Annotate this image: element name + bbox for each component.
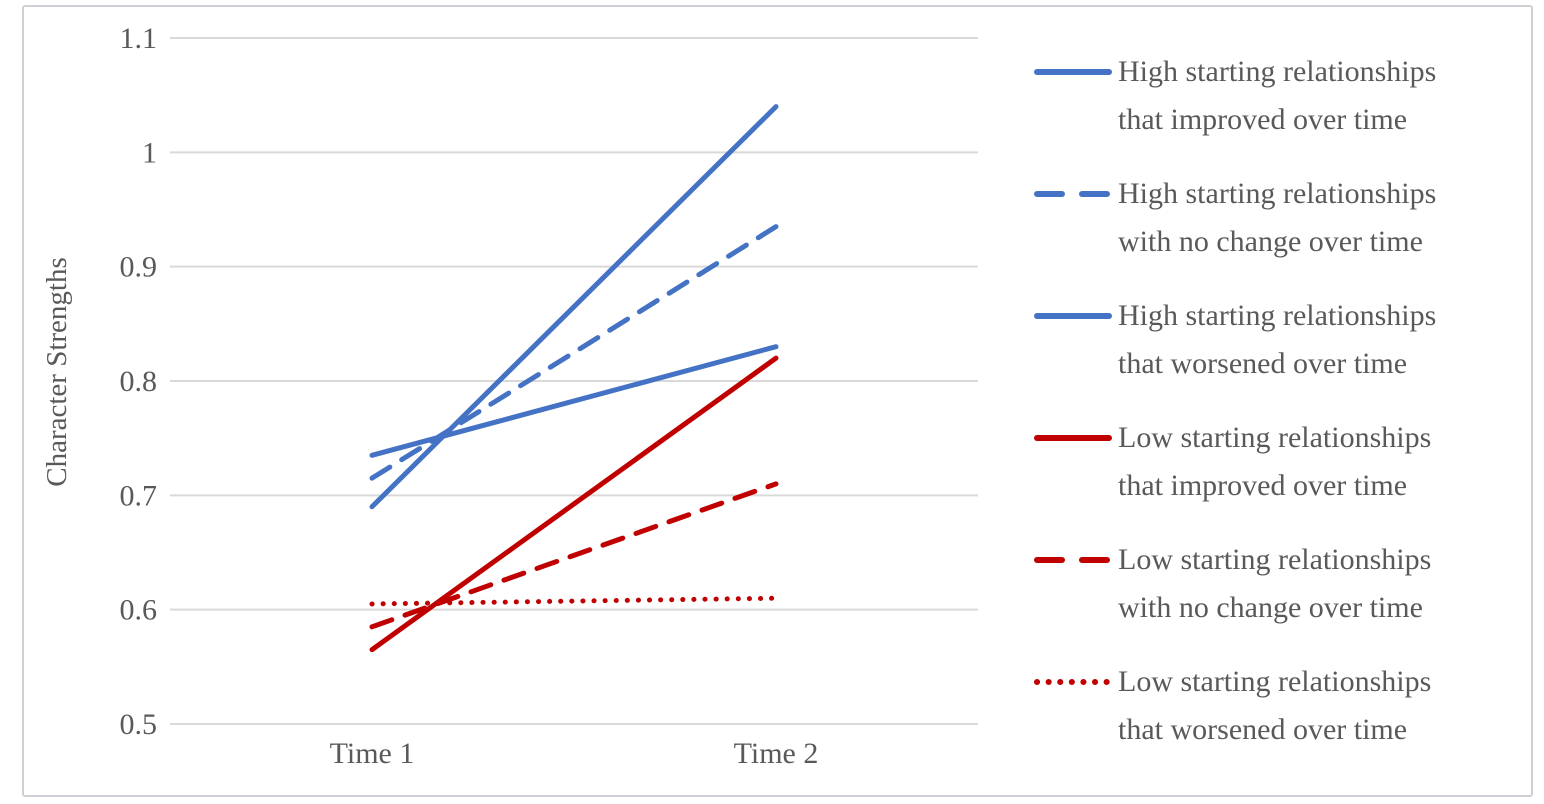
- legend-label-line2: that improved over time: [1118, 469, 1408, 502]
- svg-text:Time 2: Time 2: [734, 737, 819, 770]
- legend-swatch-solid-blue: [1034, 313, 1112, 319]
- svg-text:0.9: 0.9: [120, 251, 158, 284]
- svg-text:Time 1: Time 1: [330, 737, 415, 770]
- y-axis-title: Character Strengths: [41, 257, 73, 487]
- legend-swatch-solid-red: [1034, 435, 1112, 441]
- legend-swatch-solid-blue: [1034, 69, 1112, 75]
- legend-label-line2: that improved over time: [1118, 103, 1408, 136]
- legend-label-line2: that worsened over time: [1118, 713, 1408, 746]
- chart-frame-border: [22, 5, 1533, 797]
- svg-text:1: 1: [142, 136, 157, 169]
- legend-label: High starting relationships with no chan…: [1118, 170, 1436, 266]
- legend-label: Low starting relationships that improved…: [1118, 414, 1431, 510]
- legend-label: High starting relationships that worsene…: [1118, 292, 1436, 388]
- legend-label-line2: that worsened over time: [1118, 347, 1408, 380]
- legend-label-line1: Low starting relationships: [1118, 421, 1432, 454]
- legend-item: Low starting relationships with no chang…: [1034, 536, 1522, 632]
- legend: High starting relationships that improve…: [1034, 48, 1522, 780]
- legend-item: Low starting relationships that improved…: [1034, 414, 1522, 510]
- legend-swatch-dotted-red: [1034, 679, 1112, 685]
- svg-text:0.7: 0.7: [120, 479, 158, 512]
- svg-text:0.8: 0.8: [120, 365, 158, 398]
- legend-label-line2: with no change over time: [1118, 591, 1423, 624]
- legend-label-line1: High starting relationships: [1118, 299, 1437, 332]
- legend-label-line2: with no change over time: [1118, 225, 1423, 258]
- x-axis-category-labels: Time 1 Time 2: [330, 737, 819, 770]
- svg-text:0.5: 0.5: [120, 708, 158, 741]
- legend-label: High starting relationships that improve…: [1118, 48, 1436, 144]
- legend-item: High starting relationships that worsene…: [1034, 292, 1522, 388]
- series-lines: [369, 104, 779, 653]
- legend-item: High starting relationships with no chan…: [1034, 170, 1522, 266]
- gridlines: [170, 37, 978, 725]
- legend-item: Low starting relationships that worsened…: [1034, 658, 1522, 754]
- legend-label-line1: Low starting relationships: [1118, 665, 1432, 698]
- legend-label: Low starting relationships with no chang…: [1118, 536, 1431, 632]
- legend-label: Low starting relationships that worsened…: [1118, 658, 1431, 754]
- legend-label-line1: High starting relationships: [1118, 177, 1437, 210]
- legend-label-line1: Low starting relationships: [1118, 543, 1432, 576]
- legend-label-line1: High starting relationships: [1118, 55, 1437, 88]
- legend-swatch-dashed-red: [1034, 557, 1112, 563]
- svg-text:0.6: 0.6: [120, 594, 158, 627]
- legend-swatch-dashed-blue: [1034, 191, 1112, 197]
- y-axis-tick-labels: 1.1 1 0.9 0.8 0.7 0.6 0.5: [120, 22, 158, 741]
- svg-text:1.1: 1.1: [120, 22, 158, 55]
- legend-item: High starting relationships that improve…: [1034, 48, 1522, 144]
